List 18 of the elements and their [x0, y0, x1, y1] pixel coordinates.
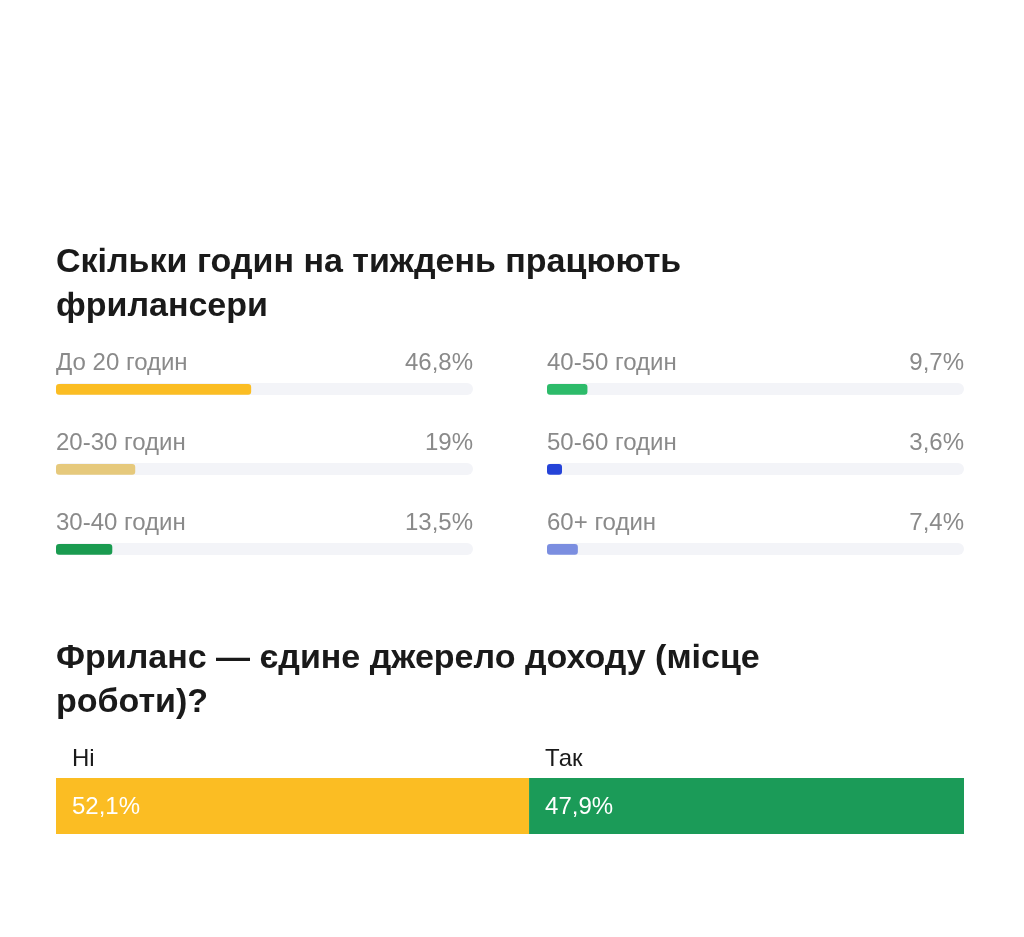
data-label: 19%	[424, 428, 473, 457]
series-label: Так	[545, 744, 583, 772]
data-label: 7,4%	[909, 508, 964, 537]
series-label: Ні	[72, 744, 95, 772]
y-tick-label: 50-60 годин	[547, 428, 677, 457]
data-label: 3,6%	[909, 428, 964, 457]
chart-title: Фриланс — єдине джерело доходу (місце роботи)?	[56, 636, 761, 721]
data-label: 46,8%	[404, 348, 473, 377]
data-label: 13,5%	[404, 508, 473, 537]
y-tick-label: До 20 годин	[56, 348, 188, 377]
y-tick-label: 40-50 годин	[547, 348, 677, 377]
data-label: 47,9%	[545, 792, 614, 819]
data-label: 52,1%	[72, 792, 141, 819]
y-tick-label: 30-40 годин	[56, 508, 186, 537]
chart-title: Скільки годин на тиждень працюють фрилансери	[56, 240, 683, 325]
y-tick-label: 20-30 годин	[56, 428, 186, 457]
y-tick-label: 60+ годин	[547, 508, 657, 537]
data-label: 9,7%	[909, 348, 964, 377]
